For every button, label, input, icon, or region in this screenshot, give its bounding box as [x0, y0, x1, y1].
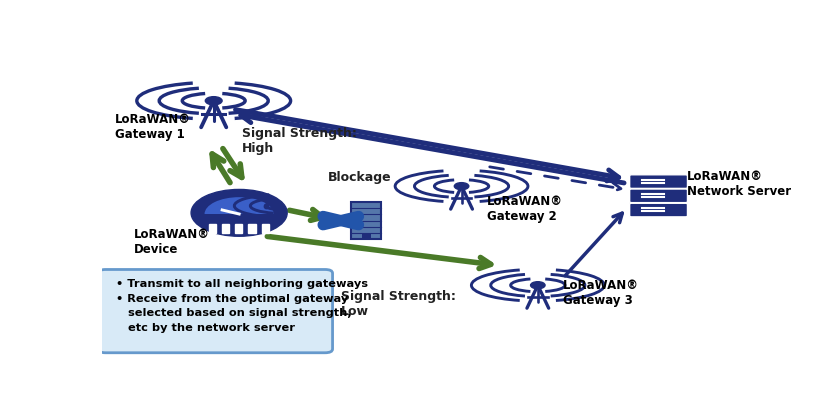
- Circle shape: [191, 190, 287, 237]
- FancyBboxPatch shape: [98, 270, 333, 353]
- Circle shape: [530, 282, 545, 289]
- Bar: [235, 224, 242, 233]
- Circle shape: [205, 97, 222, 105]
- FancyBboxPatch shape: [629, 204, 686, 217]
- Circle shape: [454, 183, 468, 190]
- Bar: [361, 234, 370, 239]
- Text: Blockage: Blockage: [328, 171, 391, 184]
- Text: LoRaWAN®
Device: LoRaWAN® Device: [134, 227, 210, 255]
- Text: Signal Strength:
High: Signal Strength: High: [242, 127, 357, 155]
- Text: LoRaWAN®
Gateway 2: LoRaWAN® Gateway 2: [486, 195, 563, 223]
- FancyBboxPatch shape: [629, 175, 686, 189]
- Bar: [222, 224, 229, 233]
- Text: Signal Strength:
Low: Signal Strength: Low: [341, 289, 455, 317]
- Wedge shape: [204, 198, 274, 215]
- Bar: [248, 224, 256, 233]
- Bar: [351, 203, 381, 239]
- Bar: [261, 224, 269, 233]
- Text: LoRaWAN®
Gateway 3: LoRaWAN® Gateway 3: [563, 278, 639, 306]
- FancyBboxPatch shape: [629, 190, 686, 203]
- Text: LoRaWAN®
Network Server: LoRaWAN® Network Server: [686, 170, 790, 198]
- Bar: [209, 224, 215, 233]
- Text: • Transmit to all neighboring gateways
• Receive from the optimal gateway
   sel: • Transmit to all neighboring gateways •…: [116, 278, 368, 332]
- Text: LoRaWAN®
Gateway 1: LoRaWAN® Gateway 1: [115, 113, 191, 141]
